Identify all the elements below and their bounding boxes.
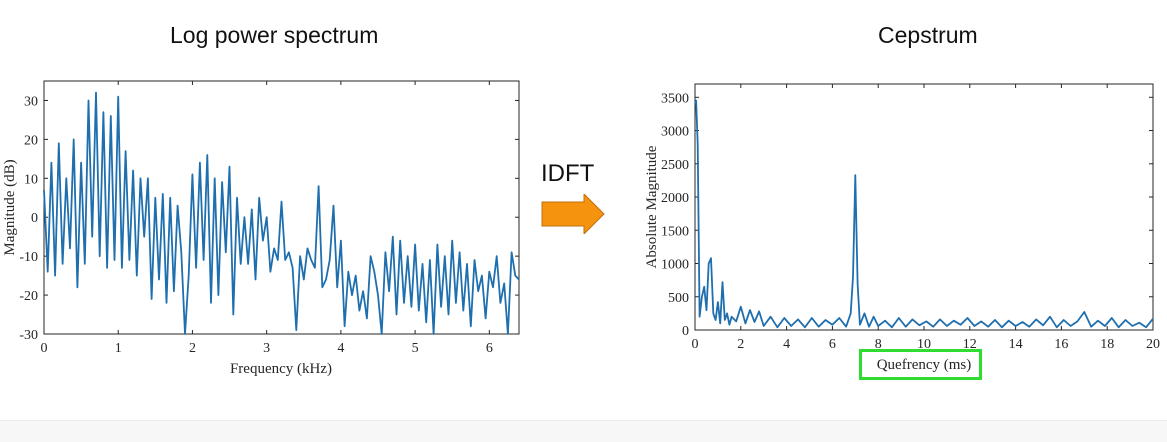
spectrum-y-tick-label: 10 — [24, 172, 38, 187]
cepstrum-y-tick-label: 1000 — [661, 258, 689, 273]
idft-label: IDFT — [541, 160, 595, 187]
cepstrum-x-tick-label: 14 — [1009, 337, 1023, 352]
cepstrum-y-tick-label: 2000 — [661, 191, 689, 206]
spectrum-x-tick-label: 0 — [41, 341, 48, 356]
spectrum-series-line — [43, 91, 520, 335]
spectrum-y-tick-label: 0 — [31, 211, 38, 226]
cepstrum-y-tick-label: 3500 — [661, 91, 689, 106]
cepstrum-y-tick-label: 0 — [682, 324, 689, 339]
spectrum-x-tick-label: 5 — [412, 341, 419, 356]
spectrum-x-tick-label: 2 — [189, 341, 196, 356]
cepstrum-x-tick-label: 10 — [917, 337, 931, 352]
cepstrum-x-tick-label: 6 — [829, 337, 836, 352]
cepstrum-x-tick-label: 0 — [692, 337, 699, 352]
arrow-shape — [541, 194, 605, 234]
cepstrum-y-tick-label: 500 — [668, 291, 689, 306]
spectrum-y-tick-label: 20 — [24, 133, 38, 148]
cepstrum-x-tick-label: 18 — [1100, 337, 1114, 352]
cepstrum-y-tick-label: 1500 — [661, 224, 689, 239]
left-panel-title: Log power spectrum — [170, 22, 379, 48]
cepstrum-y-tick-label: 3000 — [661, 125, 689, 140]
cepstrum-plot-frame — [694, 83, 1154, 331]
spectrum-x-tick-label: 4 — [337, 341, 344, 356]
quefrency-highlight-box — [859, 349, 982, 380]
right-panel-title: Cepstrum — [878, 22, 978, 48]
cepstrum-x-tick-label: 16 — [1054, 337, 1068, 352]
cepstrum-x-tick-label: 8 — [875, 337, 882, 352]
right-arrow-icon — [541, 194, 605, 234]
spectrum-x-tick-label: 1 — [115, 341, 122, 356]
spectrum-x-axis-label: Frequency (kHz) — [230, 361, 332, 377]
cepstrum-x-tick-label: 12 — [963, 337, 977, 352]
cepstrum-x-axis-label: Quefrency (ms) — [877, 357, 972, 373]
spectrum-y-tick-label: 30 — [24, 94, 38, 109]
spectrum-y-tick-label: -20 — [19, 289, 38, 304]
cepstrum-x-tick-label: 2 — [737, 337, 744, 352]
spectrum-x-tick-label: 3 — [263, 341, 270, 356]
spectrum-y-tick-label: -10 — [19, 250, 38, 265]
cepstrum-x-tick-label: 4 — [783, 337, 790, 352]
bottom-strip — [0, 420, 1167, 442]
cepstrum-y-axis-label: Absolute Magnitude — [644, 145, 660, 268]
cepstrum-series-line — [694, 99, 1154, 329]
spectrum-y-axis-label: Magnitude (dB) — [2, 159, 18, 255]
spectrum-x-tick-label: 6 — [486, 341, 493, 356]
spectrum-y-tick-label: -30 — [19, 328, 38, 343]
cepstrum-x-tick-label: 20 — [1146, 337, 1160, 352]
cepstrum-y-tick-label: 2500 — [661, 158, 689, 173]
